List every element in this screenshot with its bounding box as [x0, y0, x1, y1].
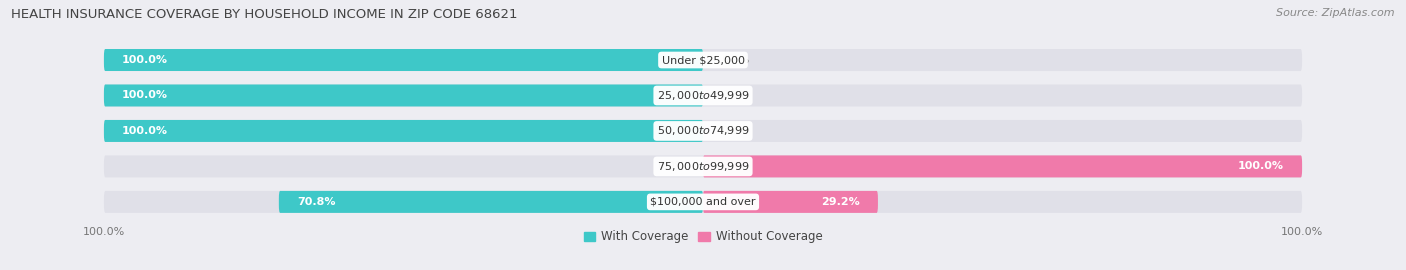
Text: $75,000 to $99,999: $75,000 to $99,999 — [657, 160, 749, 173]
Text: $100,000 and over: $100,000 and over — [650, 197, 756, 207]
FancyBboxPatch shape — [104, 191, 1302, 213]
Text: 0.0%: 0.0% — [721, 90, 749, 100]
Text: 100.0%: 100.0% — [122, 55, 167, 65]
FancyBboxPatch shape — [104, 85, 1302, 106]
FancyBboxPatch shape — [104, 85, 703, 106]
Text: 0.0%: 0.0% — [657, 161, 685, 171]
Text: 70.8%: 70.8% — [297, 197, 335, 207]
FancyBboxPatch shape — [104, 120, 703, 142]
Text: 29.2%: 29.2% — [821, 197, 860, 207]
FancyBboxPatch shape — [104, 49, 1302, 71]
Text: $50,000 to $74,999: $50,000 to $74,999 — [657, 124, 749, 137]
Text: 0.0%: 0.0% — [721, 55, 749, 65]
FancyBboxPatch shape — [104, 156, 1302, 177]
FancyBboxPatch shape — [703, 191, 877, 213]
FancyBboxPatch shape — [104, 49, 703, 71]
Text: 100.0%: 100.0% — [1281, 227, 1323, 237]
Text: 100.0%: 100.0% — [122, 90, 167, 100]
Text: $25,000 to $49,999: $25,000 to $49,999 — [657, 89, 749, 102]
Legend: With Coverage, Without Coverage: With Coverage, Without Coverage — [579, 226, 827, 248]
FancyBboxPatch shape — [104, 120, 1302, 142]
FancyBboxPatch shape — [703, 156, 1302, 177]
Text: 100.0%: 100.0% — [83, 227, 125, 237]
Text: Under $25,000: Under $25,000 — [661, 55, 745, 65]
Text: 0.0%: 0.0% — [721, 126, 749, 136]
Text: 100.0%: 100.0% — [1239, 161, 1284, 171]
FancyBboxPatch shape — [278, 191, 703, 213]
Text: Source: ZipAtlas.com: Source: ZipAtlas.com — [1277, 8, 1395, 18]
Text: HEALTH INSURANCE COVERAGE BY HOUSEHOLD INCOME IN ZIP CODE 68621: HEALTH INSURANCE COVERAGE BY HOUSEHOLD I… — [11, 8, 517, 21]
Text: 100.0%: 100.0% — [122, 126, 167, 136]
